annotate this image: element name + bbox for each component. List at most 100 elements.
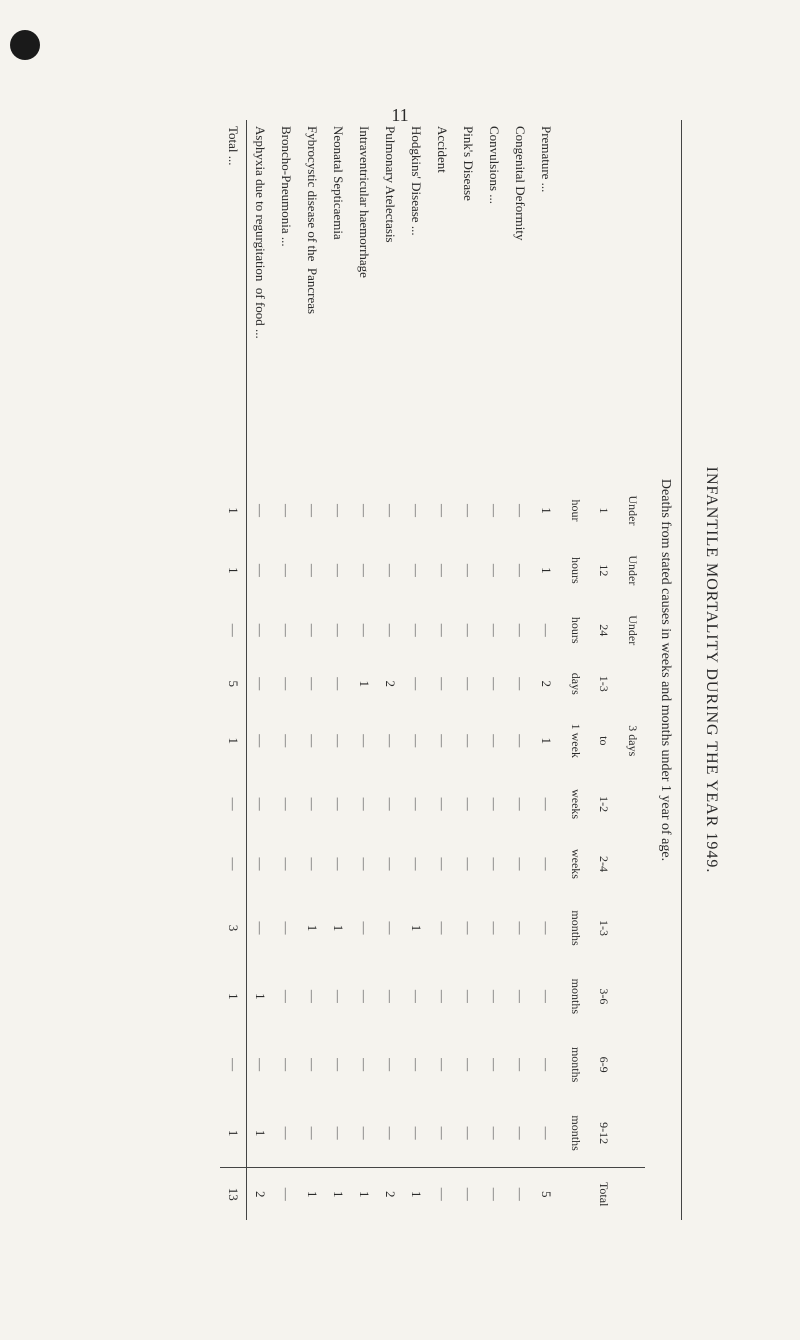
column-header-line1 xyxy=(616,1168,645,1220)
row-label: Convulsions ... xyxy=(481,120,507,481)
table-cell: — xyxy=(351,540,377,600)
table-cell: — xyxy=(299,834,325,894)
table-cell: — xyxy=(351,600,377,660)
column-header-line1: Under xyxy=(616,600,645,660)
table-cell: — xyxy=(429,1099,455,1168)
column-header-line2: 1 xyxy=(588,481,617,541)
table-cell: — xyxy=(429,660,455,707)
table-cell: — xyxy=(507,1168,533,1220)
table-cell: — xyxy=(533,774,559,834)
table-cell: — xyxy=(429,774,455,834)
table-cell: — xyxy=(247,540,274,600)
table-cell: — xyxy=(403,660,429,707)
table-cell: — xyxy=(507,894,533,962)
table-cell: 1 xyxy=(533,707,559,774)
table-cell: — xyxy=(273,660,299,707)
header-empty-cell xyxy=(588,120,617,481)
table-cell: — xyxy=(247,1030,274,1098)
table-row: Congenital Deformity———————————— xyxy=(507,120,533,1220)
column-header-line3: weeks xyxy=(559,834,588,894)
table-cell: — xyxy=(481,707,507,774)
table-cell: — xyxy=(351,834,377,894)
column-header-line1 xyxy=(616,894,645,962)
row-label: Broncho-Pneumonia ... xyxy=(273,120,299,481)
table-cell: — xyxy=(299,660,325,707)
table-row: Premature ...11—21——————5 xyxy=(533,120,559,1220)
total-cell: 3 xyxy=(220,894,247,962)
column-header-line2: 9-12 xyxy=(588,1099,617,1168)
table-cell: — xyxy=(351,894,377,962)
row-label: Neonatal Septicaemia xyxy=(325,120,351,481)
table-cell: — xyxy=(481,834,507,894)
table-cell: 1 xyxy=(247,962,274,1030)
row-label: Pulmonary Atelectasis xyxy=(377,120,403,481)
table-cell: — xyxy=(403,707,429,774)
column-header-line3: months xyxy=(559,962,588,1030)
table-cell: 1 xyxy=(299,894,325,962)
table-cell: — xyxy=(273,481,299,541)
table-cell: 1 xyxy=(351,1168,377,1220)
column-header-line2: 2-4 xyxy=(588,834,617,894)
table-cell: — xyxy=(455,962,481,1030)
table-cell: 1 xyxy=(351,660,377,707)
table-cell: — xyxy=(299,481,325,541)
table-row: Broncho-Pneumonia ...———————————— xyxy=(273,120,299,1220)
row-label: Pink's Disease xyxy=(455,120,481,481)
table-cell: — xyxy=(325,962,351,1030)
table-cell: — xyxy=(429,894,455,962)
total-cell: 1 xyxy=(220,1099,247,1168)
table-cell: — xyxy=(455,834,481,894)
table-cell: — xyxy=(403,774,429,834)
table-cell: — xyxy=(403,1099,429,1168)
column-header-line3: weeks xyxy=(559,774,588,834)
table-cell: — xyxy=(247,660,274,707)
header-row-1: UnderUnderUnder3 days xyxy=(616,120,645,1220)
row-label: Premature ... xyxy=(533,120,559,481)
table-cell: 1 xyxy=(403,894,429,962)
table-cell: — xyxy=(377,481,403,541)
column-header-line2: 24 xyxy=(588,600,617,660)
table-row: Asphyxia due to regurgitation of food ..… xyxy=(247,120,274,1220)
column-header-line3: hour xyxy=(559,481,588,541)
total-cell: 1 xyxy=(220,707,247,774)
table-cell: — xyxy=(299,774,325,834)
total-row: Total ...11—51——31—113 xyxy=(220,120,247,1220)
table-subtitle: Deaths from stated causes in weeks and m… xyxy=(645,120,681,1220)
table-cell: — xyxy=(247,834,274,894)
table-cell: — xyxy=(351,1099,377,1168)
table-cell: — xyxy=(403,834,429,894)
table-cell: 2 xyxy=(377,660,403,707)
column-header-line1: 3 days xyxy=(616,707,645,774)
table-cell: — xyxy=(377,540,403,600)
column-header-line2: Total xyxy=(588,1168,617,1220)
table-cell: — xyxy=(533,962,559,1030)
mortality-table: UnderUnderUnder3 days 112241-3to1-22-41-… xyxy=(220,120,645,1220)
table-cell: 1 xyxy=(247,1099,274,1168)
table-cell: — xyxy=(247,707,274,774)
table-cell: — xyxy=(481,1030,507,1098)
table-cell: — xyxy=(429,834,455,894)
row-label: Congenital Deformity xyxy=(507,120,533,481)
table-cell: 1 xyxy=(403,1168,429,1220)
column-header-line1 xyxy=(616,660,645,707)
table-row: Pink's Disease———————————— xyxy=(455,120,481,1220)
header-empty-cell xyxy=(559,120,588,481)
table-cell: 2 xyxy=(533,660,559,707)
table-cell: — xyxy=(351,1030,377,1098)
black-dot-decoration xyxy=(10,30,40,60)
table-wrapper: Deaths from stated causes in weeks and m… xyxy=(220,120,682,1220)
table-cell: — xyxy=(247,600,274,660)
table-cell: — xyxy=(273,600,299,660)
table-cell: — xyxy=(377,600,403,660)
table-cell: — xyxy=(273,774,299,834)
table-cell: — xyxy=(429,540,455,600)
column-header-line1 xyxy=(616,774,645,834)
table-cell: — xyxy=(325,481,351,541)
table-cell: — xyxy=(429,962,455,1030)
table-cell: — xyxy=(273,1030,299,1098)
table-cell: — xyxy=(533,1099,559,1168)
table-cell: — xyxy=(429,600,455,660)
table-row: Intraventricular haemorrhage———1———————1 xyxy=(351,120,377,1220)
table-cell: — xyxy=(377,1099,403,1168)
table-cell: — xyxy=(403,962,429,1030)
